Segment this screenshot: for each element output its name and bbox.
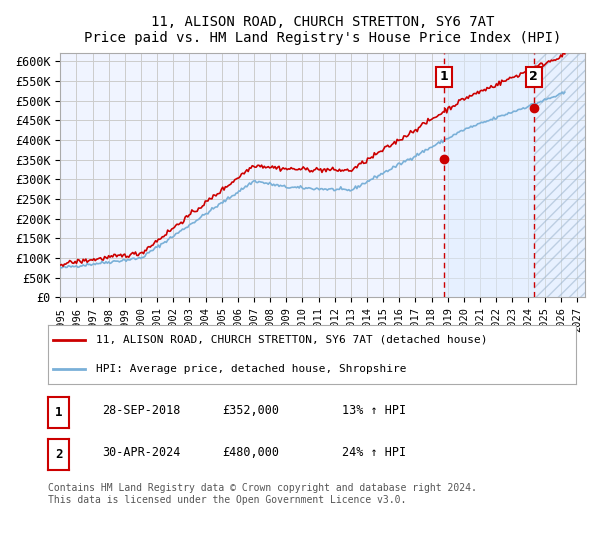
Text: £480,000: £480,000	[222, 446, 279, 459]
Text: 24% ↑ HPI: 24% ↑ HPI	[342, 446, 406, 459]
FancyBboxPatch shape	[534, 53, 585, 297]
Text: 30-APR-2024: 30-APR-2024	[102, 446, 181, 459]
Text: Contains HM Land Registry data © Crown copyright and database right 2024.
This d: Contains HM Land Registry data © Crown c…	[48, 483, 477, 505]
Text: £352,000: £352,000	[222, 404, 279, 417]
Bar	[536, 53, 585, 297]
Title: 11, ALISON ROAD, CHURCH STRETTON, SY6 7AT
Price paid vs. HM Land Registry's Hous: 11, ALISON ROAD, CHURCH STRETTON, SY6 7A…	[84, 15, 562, 45]
Text: 2: 2	[55, 448, 62, 461]
Text: 28-SEP-2018: 28-SEP-2018	[102, 404, 181, 417]
Text: 2: 2	[529, 71, 538, 83]
Text: 1: 1	[55, 406, 62, 419]
Text: HPI: Average price, detached house, Shropshire: HPI: Average price, detached house, Shro…	[95, 364, 406, 374]
Text: 1: 1	[439, 71, 448, 83]
Text: 13% ↑ HPI: 13% ↑ HPI	[342, 404, 406, 417]
Text: 11, ALISON ROAD, CHURCH STRETTON, SY6 7AT (detached house): 11, ALISON ROAD, CHURCH STRETTON, SY6 7A…	[95, 334, 487, 344]
Bar	[444, 53, 534, 297]
